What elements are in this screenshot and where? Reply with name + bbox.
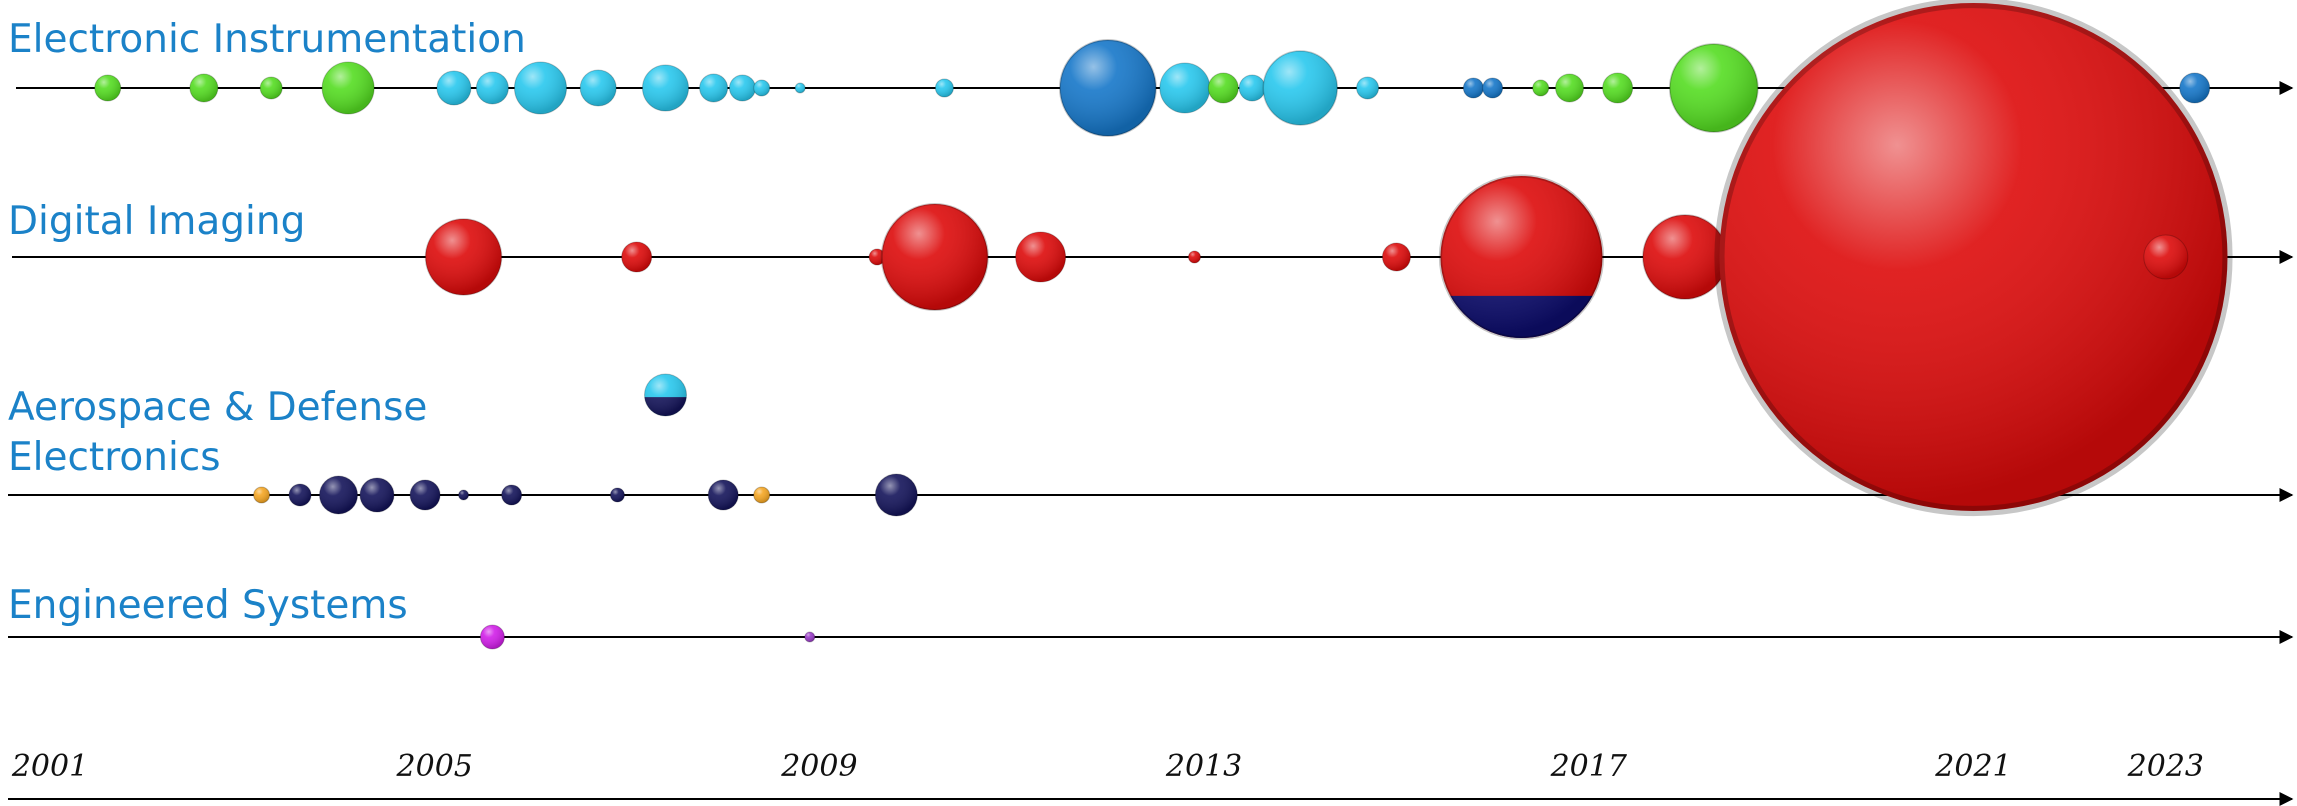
- bubble-electronic-instrumentation-11: [728, 74, 756, 102]
- bubble-electronic-instrumentation-17: [1207, 72, 1239, 104]
- bubble-electronic-instrumentation-12: [753, 79, 771, 97]
- row-title-digital-imaging: Digital Imaging: [8, 199, 305, 244]
- bubble-aerospace-and-defense-electronics-11: [753, 486, 771, 504]
- year-label-2001: 2001: [11, 749, 88, 784]
- bubble-electronic-instrumentation-1: [94, 74, 122, 102]
- bubble-digital-imaging-5: [1015, 231, 1067, 283]
- bubble-electronic-instrumentation-8: [579, 69, 617, 107]
- bubble-aerospace-and-defense-electronics-6: [458, 489, 470, 501]
- bubble-aerospace-and-defense-electronics-10: [707, 479, 739, 511]
- year-label-2023: 2023: [2127, 749, 2204, 784]
- bubble-electronic-instrumentation-4: [321, 61, 375, 115]
- bubble-digital-imaging-12: [2143, 234, 2189, 280]
- year-label-2013: 2013: [1165, 749, 1242, 784]
- bubble-aerospace-and-defense-electronics-1: [253, 486, 271, 504]
- bubble-electronic-instrumentation-2: [189, 73, 219, 103]
- bubble-electronic-instrumentation-10: [699, 73, 729, 103]
- bubble-electronic-instrumentation-26: [1668, 43, 1759, 133]
- bubble-electronic-instrumentation-14: [934, 78, 954, 98]
- bubble-digital-imaging-9: [1642, 214, 1728, 300]
- bubble-electronic-instrumentation-16: [1159, 62, 1211, 114]
- bubble-digital-imaging-4: [880, 202, 989, 312]
- row-title-aerospace-and-defense-electronics: Aerospace & Defense Electronics: [8, 385, 427, 480]
- bubble-aerospace-and-defense-electronics-9: [644, 373, 688, 417]
- bubble-electronic-instrumentation-7: [513, 61, 568, 115]
- bubble-electronic-instrumentation-3: [259, 76, 283, 100]
- row-title-electronic-instrumentation: Electronic Instrumentation: [8, 17, 526, 62]
- bubble-digital-imaging-6: [1187, 250, 1201, 264]
- bubble-aerospace-and-defense-electronics-12: [874, 473, 918, 517]
- year-label-2017: 2017: [1550, 749, 1628, 784]
- row-titles: Electronic Instrumentation Digital Imagin…: [8, 17, 526, 628]
- bubble-electronic-instrumentation-21: [1462, 77, 1484, 99]
- time-axis: 2001 2005 2009 2013 2017 2021 2023: [8, 749, 2294, 806]
- bubble-digital-imaging-2: [621, 241, 653, 273]
- bubble-electronic-instrumentation-19: [1262, 50, 1339, 126]
- year-label-2021: 2021: [1934, 749, 2011, 784]
- bubble-engineered-systems-1: [479, 624, 505, 650]
- bubble-aerospace-and-defense-electronics-8: [609, 487, 625, 503]
- bubble-electronic-instrumentation-5: [436, 70, 472, 106]
- bubble-aerospace-and-defense-electronics-4: [359, 477, 395, 513]
- bubble-aerospace-and-defense-electronics-7: [501, 484, 523, 506]
- bubble-electronic-instrumentation-22: [1482, 77, 1504, 99]
- row-title-engineered-systems: Engineered Systems: [8, 583, 408, 628]
- bubble-electronic-instrumentation-28: [2179, 72, 2211, 104]
- bubble-electronic-instrumentation-18: [1238, 74, 1266, 102]
- bubble-electronic-instrumentation-25: [1602, 72, 1634, 104]
- bubble-aerospace-and-defense-electronics-5: [409, 479, 441, 511]
- bubble-electronic-instrumentation-23: [1532, 79, 1550, 97]
- bubble-aerospace-and-defense-electronics-2: [288, 483, 312, 507]
- bubble-digital-imaging-7: [1381, 242, 1411, 272]
- bubble-engineered-systems-2: [804, 631, 816, 643]
- bubble-electronic-instrumentation-15: [1058, 39, 1157, 137]
- bubble-electronic-instrumentation-20: [1356, 76, 1380, 100]
- bubble-digital-imaging-8: [1438, 174, 1605, 340]
- year-label-2009: 2009: [780, 749, 857, 784]
- bubble-electronic-instrumentation-6: [475, 71, 509, 105]
- year-label-2005: 2005: [396, 749, 473, 784]
- bubble-digital-imaging-1: [424, 218, 503, 296]
- bubble-electronic-instrumentation-9: [642, 64, 690, 112]
- bubble-electronic-instrumentation-24: [1555, 73, 1585, 103]
- bubble-aerospace-and-defense-electronics-3: [319, 475, 359, 515]
- bubble-electronic-instrumentation-13: [794, 82, 806, 94]
- bubble-digital-imaging-11: [1714, 0, 2233, 517]
- bubbles: [94, 0, 2233, 650]
